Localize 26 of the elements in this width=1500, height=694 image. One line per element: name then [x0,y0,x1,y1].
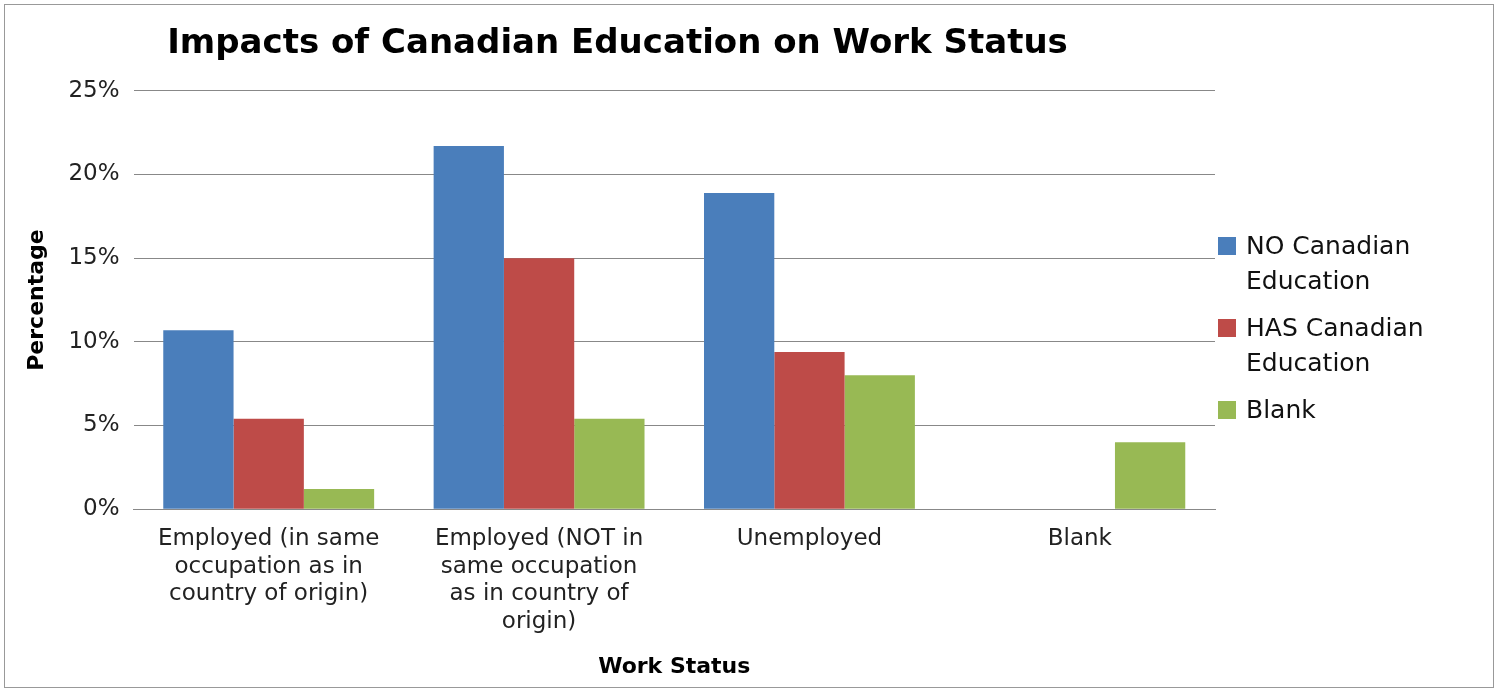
y-tick-label: 20% [68,159,120,186]
chart-title: Impacts of Canadian Education on Work Status [167,21,1068,62]
x-tick-label: Employed (NOT in same occupation as in country of origin) [434,523,644,633]
y-tick-label: 0% [83,494,120,521]
x-axis-title: Work Status [598,652,751,678]
bar [574,418,645,509]
bar [1114,442,1186,509]
bar [433,146,504,509]
y-tick-label: 10% [68,326,120,353]
bar [844,375,915,509]
y-tick-label: 25% [68,75,120,102]
y-axis-title: Percentage [22,229,48,371]
x-tick-label: Blank [1047,523,1113,550]
bar [503,258,575,509]
legend-label: HAS Canadian Education [1246,312,1425,379]
bar [233,418,304,509]
bar [163,330,234,509]
x-tick-label: Employed (in same occupation as in country of origin) [157,523,380,606]
y-tick-label: 15% [68,243,120,270]
bar [704,192,775,509]
bar [303,489,375,509]
y-tick-label: 5% [83,410,120,437]
bar [774,351,845,509]
legend-label: Blank [1246,394,1316,426]
legend-label: NO Canadian Education [1246,230,1412,297]
x-tick-label: Unemployed [736,523,883,550]
